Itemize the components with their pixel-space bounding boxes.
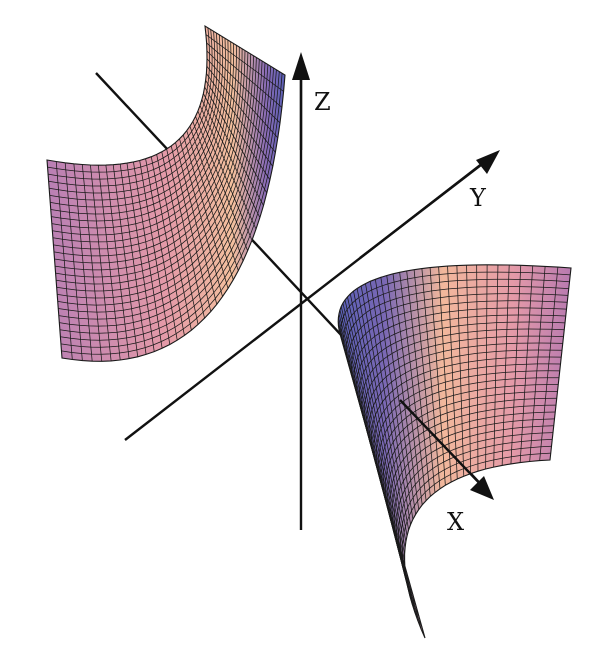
y-axis-arrowhead bbox=[476, 150, 500, 174]
sheet-a-horizontal-gridline bbox=[55, 53, 252, 278]
sheet-a-horizontal-gridline bbox=[57, 60, 263, 306]
sheet-b-horizontal-gridline bbox=[356, 314, 566, 411]
sheet-a-horizontal-gridline bbox=[49, 34, 221, 201]
sheet-b-horizontal-gridline bbox=[358, 321, 566, 422]
sheet-a-horizontal-gridline bbox=[54, 52, 249, 271]
sheet-b-horizontal-gridline bbox=[363, 335, 564, 443]
sheet-a-horizontal-gridline bbox=[60, 69, 277, 341]
sheet-b-horizontal-gridline bbox=[382, 391, 558, 530]
sheet-b-horizontal-gridline bbox=[393, 425, 554, 584]
x-axis-arrowhead bbox=[470, 476, 494, 500]
sheet-b-horizontal-gridline bbox=[395, 432, 554, 595]
sheet-b-horizontal-gridline bbox=[391, 418, 555, 574]
sheet-b-horizontal-gridline bbox=[400, 445, 552, 617]
sheet-a-horizontal-gridline bbox=[54, 50, 246, 264]
sheet-a-horizontal-gridline bbox=[53, 46, 240, 250]
sheet-a-horizontal-gridline bbox=[50, 38, 226, 215]
sheet-a-horizontal-gridline bbox=[48, 31, 216, 187]
sheet-b-horizontal-gridline bbox=[353, 307, 567, 400]
sheet-a-horizontal-gridline bbox=[58, 62, 266, 313]
x-axis-label: X bbox=[447, 508, 464, 536]
sheet-a-horizontal-gridline bbox=[58, 64, 269, 320]
z-axis-arrowhead bbox=[292, 52, 310, 80]
sheet-a-horizontal-gridline bbox=[59, 67, 274, 334]
sheet-a-horizontal-gridline bbox=[52, 43, 234, 236]
sheet-b-horizontal-gridline bbox=[340, 271, 571, 345]
z-axis-label: Z bbox=[314, 88, 331, 116]
sheet-b-horizontal-gridline bbox=[380, 384, 559, 519]
sheet-a-horizontal-gridline bbox=[51, 39, 229, 222]
sheet-b-horizontal-gridline bbox=[398, 439, 553, 606]
sheet-a-horizontal-gridline bbox=[59, 66, 272, 327]
sheet-a-horizontal-gridline bbox=[49, 32, 218, 194]
sheet-b-horizontal-gridline bbox=[375, 370, 560, 498]
sheet-a-horizontal-gridline bbox=[52, 45, 237, 243]
sheet-a-horizontal-gridline bbox=[51, 41, 232, 229]
surface-sheet-lower-right bbox=[337, 264, 572, 639]
sheet-b-horizontal-gridline bbox=[371, 356, 562, 476]
sheet-a-horizontal-gridline bbox=[47, 27, 210, 173]
sheet-a-horizontal-gridline bbox=[50, 36, 224, 208]
sheet-b-horizontal-gridline bbox=[378, 377, 559, 508]
sheet-b-horizontal-gridline bbox=[343, 278, 570, 356]
sheet-b-horizontal-gridline bbox=[348, 293, 569, 378]
y-axis-upper-segment bbox=[359, 157, 491, 259]
sheet-a-horizontal-gridline bbox=[60, 71, 280, 348]
axes-front-group bbox=[292, 52, 500, 500]
sheet-a-horizontal-gridline bbox=[53, 48, 243, 257]
sheet-b-horizontal-gridline bbox=[351, 300, 568, 389]
x-axis-lower-segment bbox=[399, 399, 487, 491]
sheet-b-horizontal-gridline bbox=[368, 349, 563, 465]
sheet-a-horizontal-gridline bbox=[57, 59, 260, 299]
sheet-b-horizontal-gridline bbox=[373, 363, 561, 487]
surface-sheet-upper-left bbox=[46, 24, 286, 362]
sheet-b-horizontal-gridline bbox=[402, 452, 551, 628]
sheet-b-horizontal-gridline bbox=[361, 328, 565, 432]
sheet-a-horizontal-gridline bbox=[61, 73, 283, 355]
sheet-a-horizontal-gridline bbox=[56, 57, 257, 292]
sheet-a-horizontal-gridline bbox=[56, 55, 254, 285]
sheet-a-horizontal-gridline bbox=[48, 29, 213, 180]
y-axis-label: Y bbox=[469, 184, 487, 212]
sheet-b-horizontal-gridline bbox=[345, 286, 569, 367]
sheet-b-horizontal-gridline bbox=[366, 342, 563, 454]
